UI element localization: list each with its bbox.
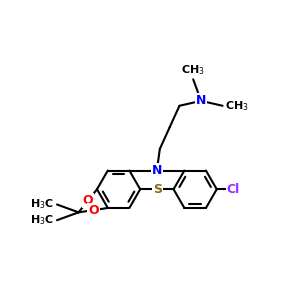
Text: H$_3$C: H$_3$C — [30, 198, 54, 212]
Text: CH$_3$: CH$_3$ — [181, 64, 205, 77]
Text: Cl: Cl — [226, 183, 240, 196]
Text: N: N — [196, 94, 206, 107]
Text: O: O — [88, 204, 99, 217]
Text: H$_3$C: H$_3$C — [30, 213, 54, 227]
Text: S: S — [153, 183, 162, 196]
Text: CH$_3$: CH$_3$ — [225, 99, 248, 113]
Text: O: O — [83, 194, 94, 207]
Text: N: N — [152, 164, 162, 177]
